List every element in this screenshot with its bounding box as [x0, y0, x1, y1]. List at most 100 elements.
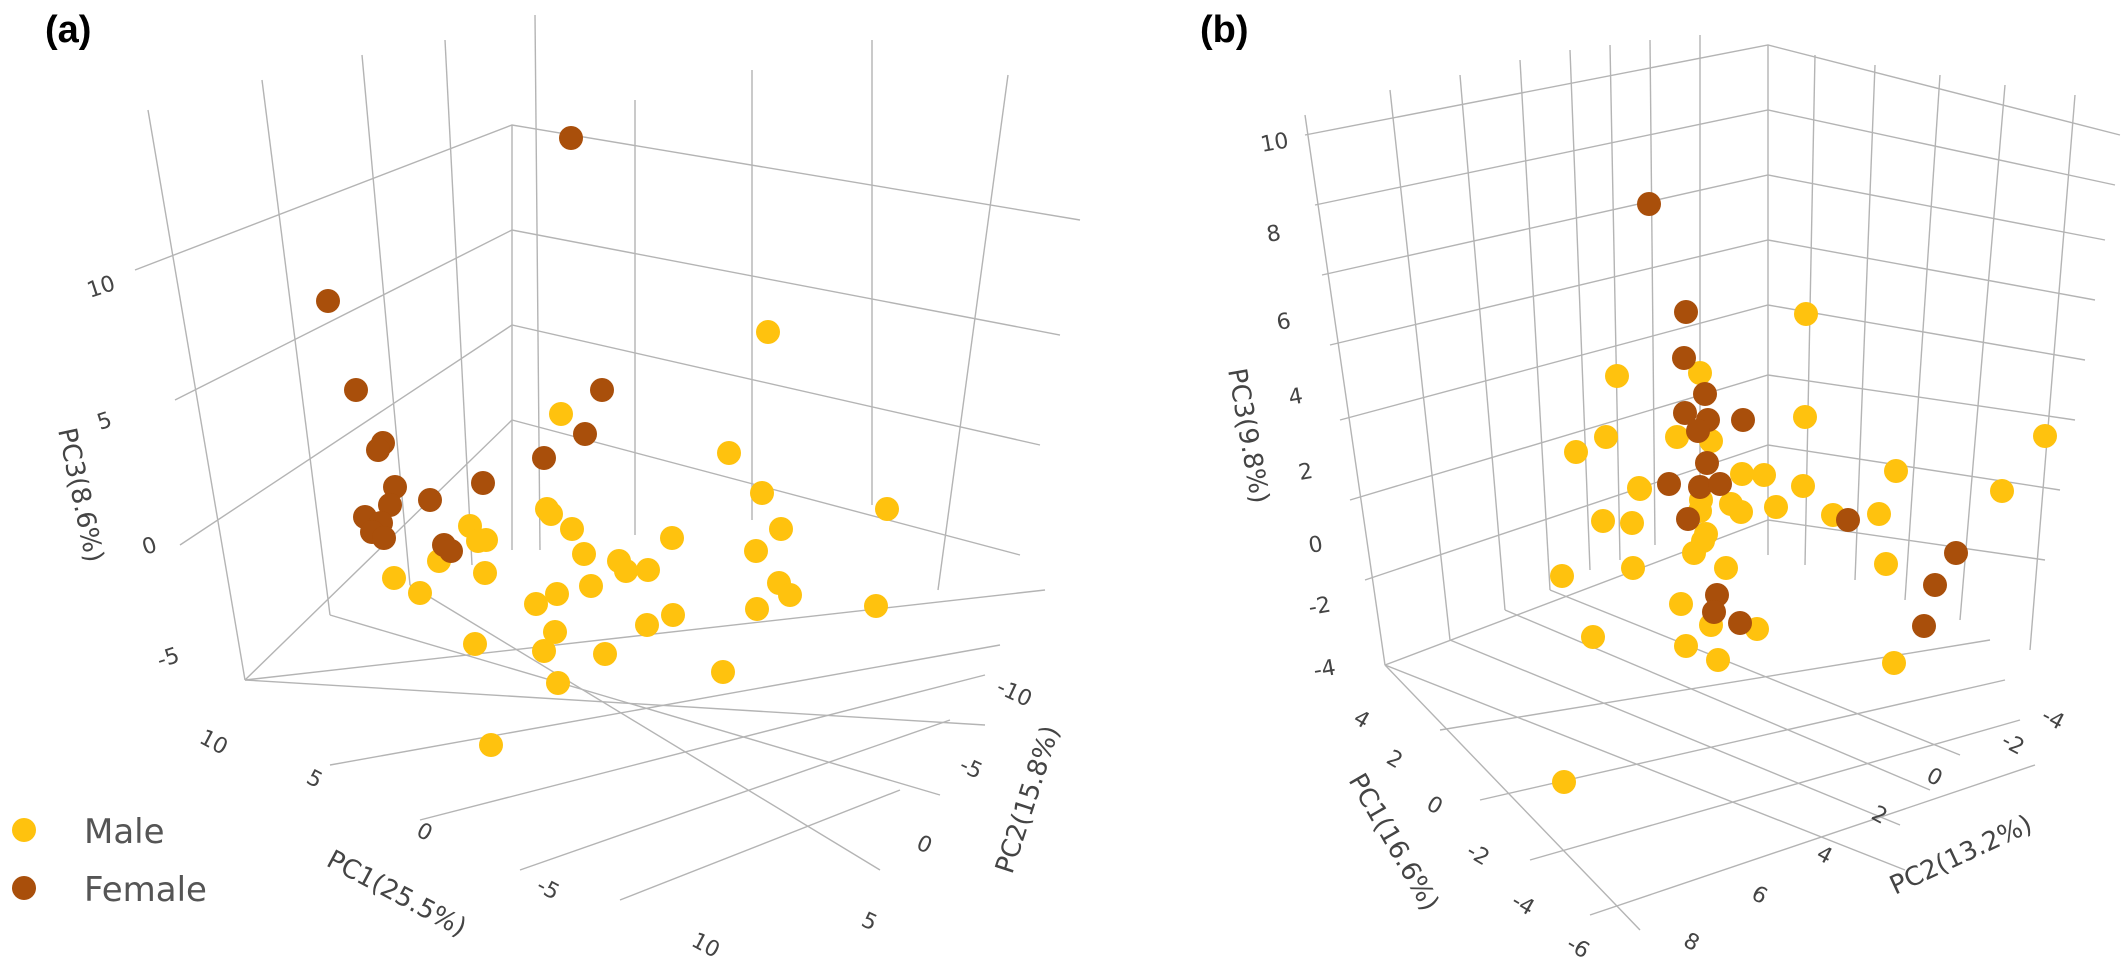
scatter-point-female [590, 378, 614, 402]
scatter-point-male [1688, 361, 1712, 385]
x-tick-label: -2 [1462, 839, 1493, 872]
scatter-point-female [1708, 472, 1732, 496]
scatter-point-male [2033, 424, 2057, 448]
grid-line [179, 324, 1041, 546]
scatter-point-female [316, 289, 340, 313]
scatter-point-male [1730, 462, 1754, 486]
scatter-point-male [750, 481, 774, 505]
scatter-point-male [1874, 552, 1898, 576]
scatter-point-male [1552, 770, 1576, 794]
scatter-point-female [1728, 611, 1752, 635]
grid-line [1364, 444, 2061, 581]
x-tick-label: -4 [1507, 889, 1538, 922]
scatter-point-male [875, 497, 899, 521]
scatter-point-male [1884, 459, 1908, 483]
scatter-point-female [573, 422, 597, 446]
grid-line [261, 79, 331, 616]
scatter-point-female [1688, 475, 1712, 499]
z-tick-label: -5 [154, 643, 183, 674]
grid-line [1519, 59, 1551, 591]
grid-line [519, 719, 951, 871]
scatter-point-male [1764, 495, 1788, 519]
y-axis-title: PC2(15.8%) [990, 722, 1066, 877]
grid-line [1569, 49, 1591, 571]
grid-line [134, 124, 1081, 271]
scatter-point-male [1882, 651, 1906, 675]
scatter-point-male [579, 574, 603, 598]
scatter-point-female [532, 446, 556, 470]
grid-line [244, 419, 1021, 681]
x-tick-label: 0 [1422, 792, 1447, 821]
scatter-point-male [660, 526, 684, 550]
scatter-point-male [1791, 474, 1815, 498]
scatter-point-male [593, 642, 617, 666]
scatter-point-female [1695, 451, 1719, 475]
scatter-point-male [463, 632, 487, 656]
z-tick-label: 0 [1307, 532, 1325, 559]
scatter-point-female [1672, 346, 1696, 370]
z-tick-label: -4 [1312, 655, 1338, 683]
grid-line [1449, 639, 1901, 826]
grid-line [1384, 664, 1641, 931]
grid-line [174, 229, 1061, 401]
scatter-point-male [560, 517, 584, 541]
y-tick-label: -5 [955, 753, 985, 785]
x-tick-label: 0 [412, 818, 436, 847]
scatter-point-male [535, 497, 559, 521]
scatter-point-male [1581, 625, 1605, 649]
legend-label-female: Female [84, 870, 207, 910]
grid-line [1389, 89, 1451, 641]
y-tick-label: -2 [1997, 728, 2028, 760]
grid-line [534, 14, 541, 551]
scatter-point-male [864, 594, 888, 618]
scatter-point-male [1550, 564, 1574, 588]
scatter-points-b [1550, 192, 2057, 794]
scatter-point-male [546, 671, 570, 695]
grid-line [1329, 239, 2096, 346]
scatter-point-male [756, 320, 780, 344]
x-tick-label: 5 [302, 765, 326, 794]
scatter-point-male [744, 539, 768, 563]
y-axis-title: PC2(13.2%) [1885, 809, 2037, 901]
scatter-point-female [471, 471, 495, 495]
scatter-point-male [1793, 405, 1817, 429]
scatter-point-male [1621, 556, 1645, 580]
grid-line [1459, 74, 1506, 611]
grid-line [329, 644, 1001, 766]
z-tick-label: 5 [94, 408, 115, 436]
scatter-point-male [1867, 502, 1891, 526]
scatter-point-female [378, 493, 402, 517]
grid-line [444, 39, 473, 566]
grid-line [619, 789, 901, 901]
panel-a-label: (a) [45, 9, 91, 51]
scatter-point-male [1674, 634, 1698, 658]
z-tick-label: 10 [1259, 128, 1291, 157]
scatter-point-female [439, 539, 463, 563]
scatter-point-female [1836, 508, 1860, 532]
scatter-point-male [543, 620, 567, 644]
grid-line [1349, 374, 2076, 501]
scatter-point-male [1706, 648, 1730, 672]
z-tick-label: 2 [1297, 459, 1315, 486]
panel-a: (a) 10 5 0 -5 10 5 0 -5 [45, 9, 1081, 963]
grid-line [1529, 719, 2021, 861]
scatter-points-a [316, 126, 899, 757]
scatter-point-female [1657, 472, 1681, 496]
scatter-point-male [769, 517, 793, 541]
y-tick-label: -4 [2037, 703, 2068, 735]
scatter-point-female [344, 378, 368, 402]
y-tick-label: 8 [1679, 928, 1703, 957]
legend-marker-male [12, 818, 36, 842]
panel-b: (b) 10 8 [1200, 9, 2121, 965]
grid-line [1339, 304, 2086, 421]
z-tick-label: -2 [1307, 592, 1333, 620]
scatter-point-female [1676, 507, 1700, 531]
z-tick-label: 8 [1265, 221, 1283, 248]
grid-line [1649, 39, 1656, 546]
scatter-point-female [1693, 382, 1717, 406]
scatter-point-male [778, 583, 802, 607]
x-tick-label: -6 [1562, 932, 1593, 965]
z-tick-label: 10 [84, 271, 118, 303]
grid-line [2029, 94, 2076, 651]
z-tick-label: 4 [1287, 384, 1305, 411]
